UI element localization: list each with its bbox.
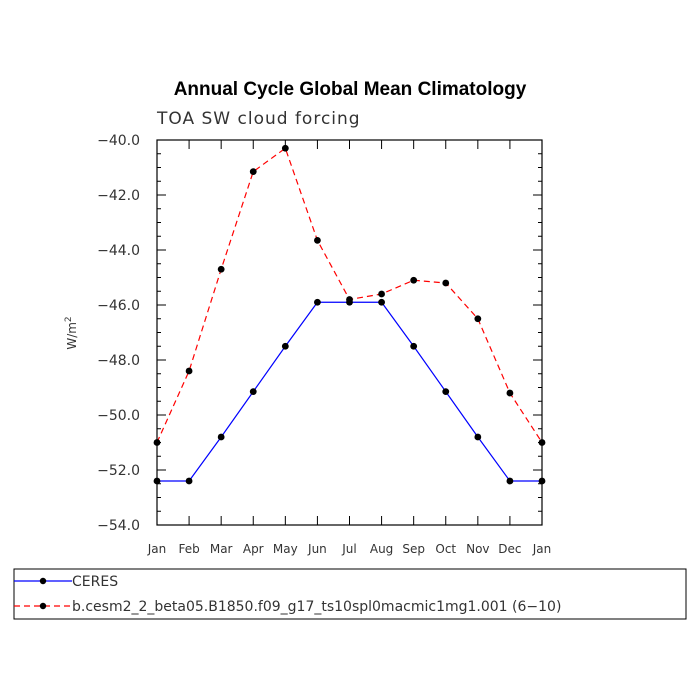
series-0-point xyxy=(474,433,482,441)
series-1-point xyxy=(442,279,450,287)
series-1-point xyxy=(281,144,289,152)
legend-label-model: b.cesm2_2_beta05.B1850.f09_g17_ts10spl0m… xyxy=(72,599,561,615)
x-tick-label: Dec xyxy=(498,542,521,556)
x-tick-label: Oct xyxy=(435,542,456,556)
chart-subtitle: TOA SW cloud forcing xyxy=(156,109,361,129)
series-0-point xyxy=(249,388,257,396)
x-tick-label: Jul xyxy=(341,542,356,556)
y-axis-label-main: W/m xyxy=(65,322,79,350)
legend-marker-ceres xyxy=(39,577,47,585)
plot-frame xyxy=(156,139,543,526)
y-tick-label: −48.0 xyxy=(97,353,140,369)
y-tick-label: −42.0 xyxy=(97,188,140,204)
series-0-point xyxy=(281,342,289,350)
series-1-point xyxy=(378,290,385,298)
series-1-point xyxy=(474,315,482,323)
series-1-point xyxy=(506,389,514,397)
x-tick-label: Jun xyxy=(307,542,327,556)
series-1-point xyxy=(314,236,321,244)
series-0-point xyxy=(217,433,225,441)
series-layer xyxy=(153,144,546,485)
y-tick-label: −50.0 xyxy=(97,408,140,424)
x-tick-label: Feb xyxy=(178,542,199,556)
series-1-point xyxy=(185,367,193,375)
series-1-point xyxy=(346,296,353,303)
legend: CERES b.cesm2_2_beta05.B1850.f09_g17_ts1… xyxy=(13,568,687,620)
series-0-point xyxy=(410,342,418,350)
series-1-point xyxy=(410,276,418,284)
series-1-point xyxy=(217,265,225,273)
series-0-point xyxy=(314,298,321,306)
y-axis-label-sup: 2 xyxy=(64,316,74,322)
legend-marker-model xyxy=(39,602,47,610)
y-tick-label: −40.0 xyxy=(97,133,140,149)
series-0-point xyxy=(185,477,193,485)
x-tick-label: Mar xyxy=(210,542,233,556)
legend-frame xyxy=(13,568,687,620)
chart-title: Annual Cycle Global Mean Climatology xyxy=(174,79,527,100)
x-tick-label: Sep xyxy=(402,542,425,556)
legend-label-ceres: CERES xyxy=(72,574,118,590)
x-tick-label: Jan xyxy=(147,542,167,556)
y-tick-label: −46.0 xyxy=(97,298,140,314)
y-tick-labels: −54.0 −52.0 −50.0 −48.0 −46.0 −44.0 −42.0 −40.0 xyxy=(97,133,140,534)
y-axis-label: W/m2 xyxy=(64,316,79,349)
x-tick-labels: Jan Feb Mar Apr May Jun Jul Aug Sep Oct Nov Dec Jan xyxy=(147,542,552,556)
series-0-point xyxy=(506,477,514,485)
series-0-point xyxy=(442,388,450,396)
x-tick-label: Aug xyxy=(370,542,393,556)
y-tick-label: −44.0 xyxy=(97,243,140,259)
series-0-point xyxy=(378,298,385,306)
x-tick-label: Apr xyxy=(243,542,264,556)
x-tick-label: Jan xyxy=(532,542,552,556)
y-tick-label: −54.0 xyxy=(97,518,140,534)
x-tick-label: Nov xyxy=(466,542,489,556)
y-tick-label: −52.0 xyxy=(97,463,140,479)
x-tick-label: May xyxy=(273,542,298,556)
series-1-point xyxy=(249,168,257,176)
